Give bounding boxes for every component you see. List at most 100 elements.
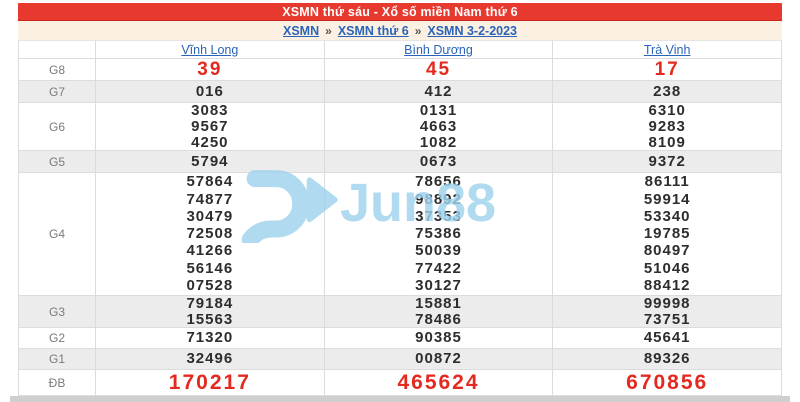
result-cell: 670856 — [553, 370, 781, 395]
results-table-body: G8 39 45 17 G7 016 412 238 G6 3083 9567 4250 0131 466… — [19, 59, 781, 395]
result-number: 77422 — [415, 259, 462, 277]
result-cell: 99998 73751 — [553, 295, 781, 328]
result-cell: 170217 — [96, 370, 325, 395]
result-number: 9283 — [648, 118, 686, 135]
result-number: 79184 — [186, 295, 234, 312]
breadcrumb-separator: » — [325, 23, 332, 38]
result-number: 1082 — [419, 134, 458, 151]
result-cell: 17 — [553, 59, 781, 80]
result-number: 56146 — [186, 259, 234, 277]
prize-label: G8 — [19, 59, 96, 80]
result-cell: 3083 9567 4250 — [96, 102, 325, 151]
result-number: 0131 — [419, 102, 458, 119]
result-number: 88412 — [643, 276, 691, 294]
result-number: 238 — [653, 82, 682, 100]
prize-row-g3: G3 79184 15563 15881 78486 99998 73751 — [19, 296, 781, 328]
result-number: 45641 — [643, 329, 691, 346]
result-number: 19785 — [643, 225, 691, 242]
result-number: 53340 — [643, 207, 691, 225]
result-number: 17 — [654, 58, 680, 80]
prize-row-g8: G8 39 45 17 — [19, 59, 781, 81]
result-number: 9372 — [648, 152, 686, 170]
result-number: 4663 — [419, 118, 458, 135]
result-cell: 15881 78486 — [325, 295, 554, 328]
result-cell: 86111 59914 53340 19785 80497 51046 88412 — [553, 173, 781, 295]
prize-row-g6: G6 3083 9567 4250 0131 4663 1082 6310 9283 8109 — [19, 103, 781, 151]
result-number: 72508 — [186, 225, 234, 242]
result-number: 00872 — [415, 350, 462, 367]
result-number: 5794 — [191, 152, 229, 170]
breadcrumb-link-xsmn-thu-6[interactable]: XSMN thứ 6 — [337, 23, 409, 38]
prize-row-g1: G1 32496 00872 89326 — [19, 349, 781, 370]
result-number: 15563 — [186, 311, 234, 328]
result-number: 32496 — [186, 350, 234, 367]
result-number: 99998 — [643, 295, 691, 312]
prize-label-header — [19, 41, 96, 58]
result-cell: 39 — [96, 59, 325, 80]
result-number: 75386 — [415, 225, 462, 242]
result-cell: 78656 98892 37353 75386 50039 77422 30127 — [325, 173, 554, 295]
result-number: 3083 — [191, 102, 229, 119]
result-number: 39 — [197, 58, 223, 80]
result-cell: 412 — [325, 81, 554, 102]
page-title: XSMN thứ sáu - Xổ số miền Nam thứ 6 — [18, 3, 782, 21]
result-cell: 45 — [325, 59, 554, 80]
result-number: 98892 — [415, 190, 462, 208]
result-cell: 79184 15563 — [96, 295, 325, 328]
result-cell: 0131 4663 1082 — [325, 102, 554, 151]
result-number: 86111 — [644, 173, 690, 191]
lottery-results-page: XSMN thứ sáu - Xổ số miền Nam thứ 6 XSMN… — [18, 3, 782, 396]
result-number: 170217 — [168, 370, 251, 394]
result-number: 78486 — [415, 311, 462, 328]
result-cell: 00872 — [325, 349, 554, 369]
result-number: 89326 — [643, 350, 691, 367]
prize-row-g2: G2 71320 90385 45641 — [19, 328, 781, 349]
result-number: 8109 — [648, 134, 686, 151]
result-cell: 9372 — [553, 151, 781, 172]
result-cell: 71320 — [96, 328, 325, 348]
result-number: 30127 — [415, 276, 462, 294]
result-number: 80497 — [643, 242, 691, 260]
result-cell: 90385 — [325, 328, 554, 348]
result-number: 07528 — [186, 276, 234, 294]
result-number: 15881 — [415, 295, 462, 312]
prize-row-g5: G5 5794 0673 9372 — [19, 151, 781, 173]
column-link-binh-duong[interactable]: Bình Dương — [404, 42, 473, 57]
result-number: 9567 — [191, 118, 229, 135]
result-cell: 465624 — [325, 370, 554, 395]
prize-label: G2 — [19, 328, 96, 348]
result-number: 0673 — [419, 152, 458, 170]
column-header-cell: Trà Vinh — [553, 41, 781, 58]
result-cell: 32496 — [96, 349, 325, 369]
result-number: 6310 — [648, 102, 686, 119]
result-cell: 016 — [96, 81, 325, 102]
result-number: 412 — [424, 82, 453, 100]
prize-row-db: ĐB 170217 465624 670856 — [19, 370, 781, 395]
result-cell: 6310 9283 8109 — [553, 102, 781, 151]
table-header-row: Vĩnh Long Bình Dương Trà Vinh — [19, 41, 781, 59]
result-number: 51046 — [643, 259, 691, 277]
result-number: 41266 — [186, 242, 234, 260]
prize-label: ĐB — [19, 370, 96, 395]
result-number: 670856 — [626, 370, 709, 394]
result-number: 4250 — [191, 134, 229, 151]
prize-label: G5 — [19, 151, 96, 172]
result-number: 59914 — [643, 190, 691, 208]
breadcrumb: XSMN » XSMN thứ 6 » XSMN 3-2-2023 — [18, 21, 782, 40]
result-cell: 45641 — [553, 328, 781, 348]
column-header-cell: Vĩnh Long — [96, 41, 325, 58]
result-number: 78656 — [415, 173, 462, 191]
prize-row-g7: G7 016 412 238 — [19, 81, 781, 103]
result-cell: 5794 — [96, 151, 325, 172]
breadcrumb-link-xsmn[interactable]: XSMN — [283, 23, 320, 38]
result-number: 37353 — [415, 207, 462, 225]
next-row-partial — [10, 396, 790, 402]
prize-label: G1 — [19, 349, 96, 369]
prize-label: G7 — [19, 81, 96, 102]
results-table: Vĩnh Long Bình Dương Trà Vinh G8 39 45 17 G7… — [18, 40, 782, 396]
breadcrumb-link-xsmn-date[interactable]: XSMN 3-2-2023 — [427, 23, 517, 38]
result-cell: 57864 74877 30479 72508 41266 56146 07528 — [96, 173, 325, 295]
result-cell: 0673 — [325, 151, 554, 172]
column-link-vinh-long[interactable]: Vĩnh Long — [181, 42, 239, 57]
column-link-tra-vinh[interactable]: Trà Vinh — [643, 42, 691, 57]
